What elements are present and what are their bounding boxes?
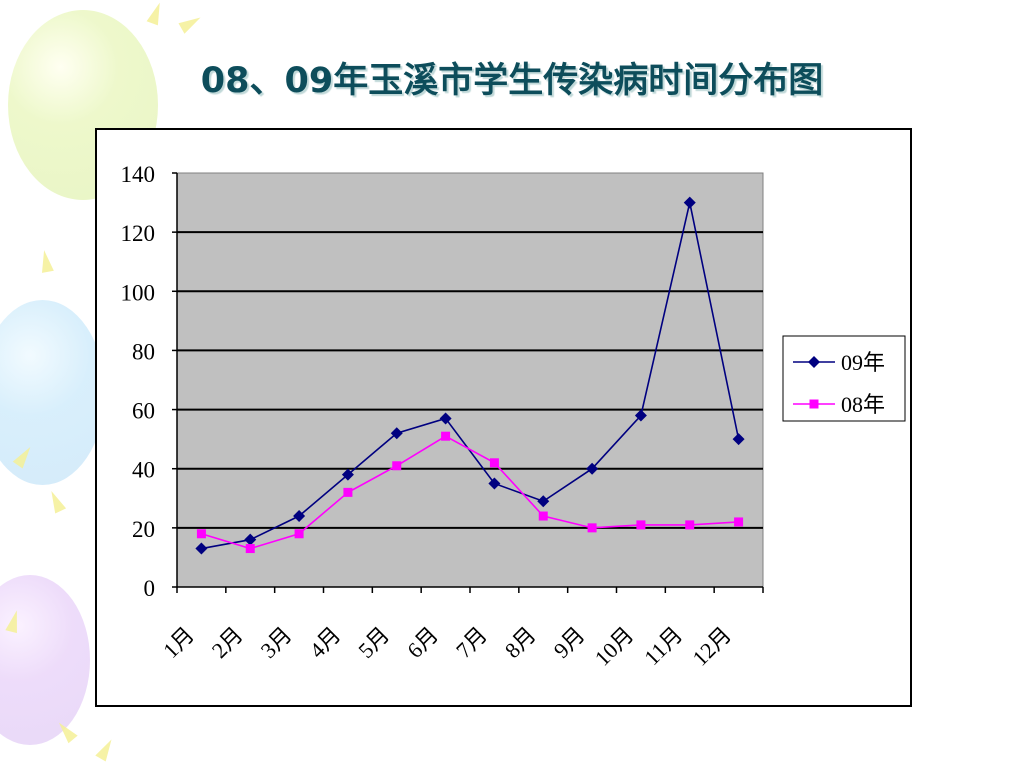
legend-label: 08年 xyxy=(841,392,885,417)
plot-area xyxy=(176,172,764,588)
y-tick-label: 40 xyxy=(132,458,155,483)
data-point xyxy=(634,409,647,422)
y-tick-label: 80 xyxy=(132,339,155,364)
confetti-decoration xyxy=(38,249,54,273)
slide-title: 08、09年玉溪市学生传染病时间分布图 xyxy=(200,61,824,101)
data-point xyxy=(244,533,257,546)
data-point xyxy=(392,461,402,471)
balloon-decoration xyxy=(0,300,105,485)
y-tick-label: 120 xyxy=(121,221,156,246)
confetti-decoration xyxy=(146,0,166,26)
data-point xyxy=(587,523,597,533)
data-point xyxy=(195,542,208,555)
data-point xyxy=(343,487,353,497)
data-point xyxy=(441,431,451,441)
data-point xyxy=(341,468,354,481)
data-point xyxy=(636,520,646,530)
data-point xyxy=(538,511,548,521)
balloon-decoration xyxy=(0,575,90,745)
y-tick-label: 100 xyxy=(121,280,156,305)
data-point xyxy=(488,477,501,490)
series-line-0 xyxy=(201,202,740,550)
data-point xyxy=(245,544,255,554)
confetti-decoration xyxy=(54,718,78,744)
data-point xyxy=(293,510,306,523)
y-tick-label: 20 xyxy=(132,517,155,542)
line-chart: 0 20 40 60 80 100 120 140 1月 2月 3月 4月 5月 6月 7月 8月 9月 10月 1… xyxy=(95,128,912,707)
y-tick-label: 140 xyxy=(121,162,156,187)
data-point xyxy=(537,495,550,508)
legend-box xyxy=(782,335,906,422)
data-point xyxy=(489,458,499,468)
confetti-decoration xyxy=(95,736,117,762)
confetti-decoration xyxy=(45,488,67,514)
data-point xyxy=(439,412,452,425)
data-point xyxy=(685,520,695,530)
data-point xyxy=(196,529,206,539)
data-point xyxy=(586,462,599,475)
legend-marker xyxy=(808,356,820,368)
data-point xyxy=(683,196,696,209)
y-tick-label: 0 xyxy=(144,576,156,601)
y-tick-label: 60 xyxy=(132,399,155,424)
legend-marker xyxy=(809,399,819,409)
series-line-1 xyxy=(201,435,739,550)
data-point xyxy=(294,529,304,539)
data-point xyxy=(390,427,403,440)
data-point xyxy=(732,433,745,446)
legend-label: 09年 xyxy=(841,350,885,375)
confetti-decoration xyxy=(178,12,204,34)
data-point xyxy=(734,517,744,527)
